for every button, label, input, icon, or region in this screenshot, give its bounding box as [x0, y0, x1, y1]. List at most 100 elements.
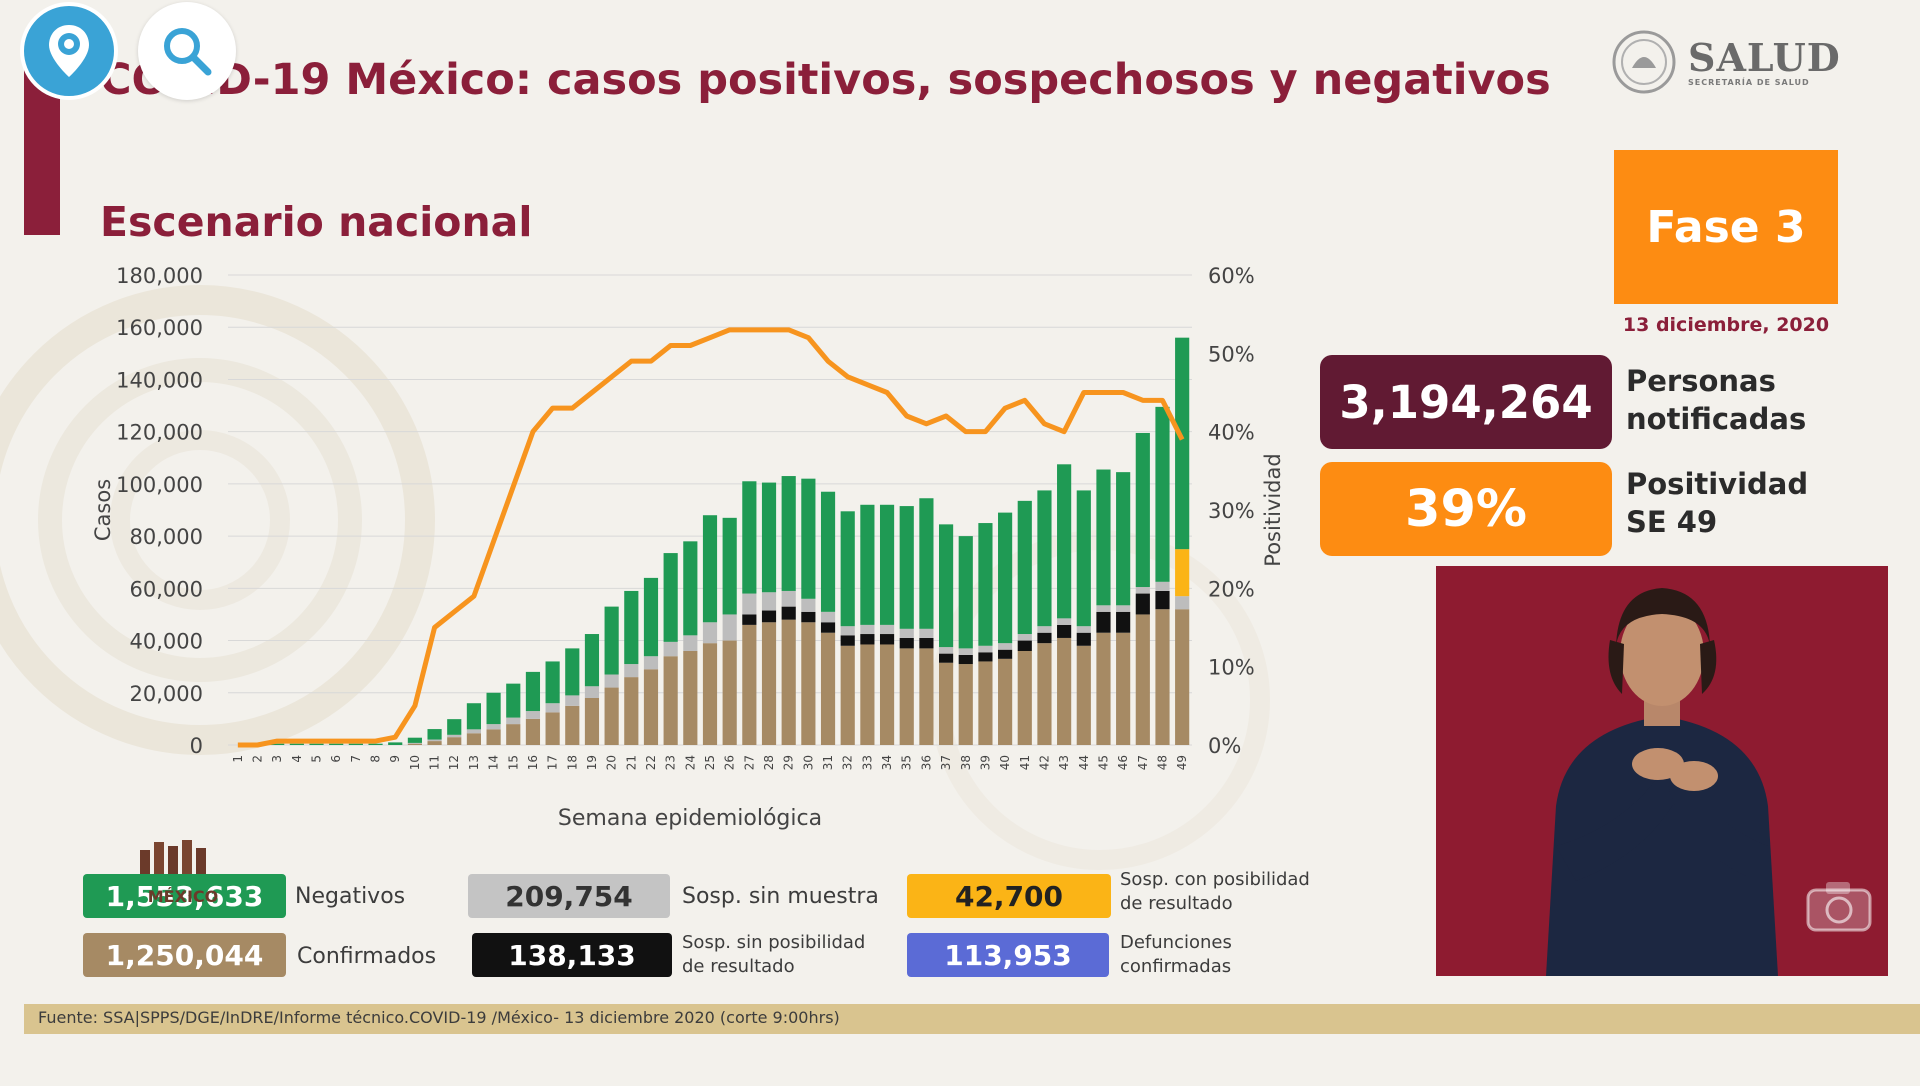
bar-segment [761, 622, 777, 745]
phase-date: 13 diciembre, 2020 [1622, 314, 1830, 336]
bar-segment [781, 606, 796, 620]
bar-segment [1175, 337, 1190, 550]
x-tick-label: 27 [742, 755, 756, 770]
bar-segment [584, 686, 600, 698]
y-tick-label: 140,000 [116, 368, 203, 392]
bar-segment [368, 743, 383, 745]
y-tick-label: 100,000 [116, 473, 203, 497]
y-axis-title: Casos [91, 479, 115, 541]
bar-segment [761, 610, 777, 623]
bar-segment [1017, 651, 1032, 745]
bar-segment [545, 661, 560, 704]
chart-subtitle: Escenario nacional [100, 198, 533, 246]
x-tick-label: 47 [1136, 755, 1150, 770]
bar-segment [1017, 634, 1032, 641]
y-tick-label: 180,000 [116, 264, 203, 288]
bar-segment [998, 512, 1013, 644]
x-tick-label: 14 [487, 755, 501, 770]
bar-segment [1037, 632, 1052, 644]
x-tick-label: 42 [1037, 755, 1051, 770]
bar-segment [978, 645, 993, 653]
bar-segment [1076, 626, 1091, 633]
bar-segment [1155, 609, 1170, 745]
y2-tick-label: 40% [1208, 421, 1255, 445]
bar-segment [781, 476, 796, 591]
mexico-heroes-icon: MÉXICO [140, 840, 218, 906]
bar-segment [938, 647, 954, 654]
bar-segment [1096, 611, 1111, 633]
bar-segment [879, 504, 895, 625]
bar-segment [702, 643, 718, 745]
bar-segment [584, 634, 600, 687]
bar-segment [683, 635, 698, 651]
x-tick-label: 33 [860, 755, 874, 770]
bar-segment [899, 637, 914, 649]
y-tick-label: 80,000 [130, 525, 203, 549]
x-tick-label: 10 [408, 755, 422, 770]
bar-segment [1175, 596, 1190, 610]
bar-segment [407, 737, 422, 743]
bar-segment [289, 743, 304, 745]
bar-segment [506, 717, 521, 725]
bar-segment [742, 614, 757, 625]
x-tick-label: 8 [369, 755, 383, 763]
bar-segment [1076, 632, 1091, 646]
bar-segment [407, 743, 422, 745]
bar-segment [1155, 590, 1170, 610]
phase-badge: Fase 3 [1614, 150, 1838, 304]
bar-segment [1037, 643, 1052, 745]
bar-segment [801, 598, 816, 612]
bar-segment [545, 703, 560, 713]
bar-segment [938, 524, 954, 648]
camera-icon [1806, 882, 1872, 932]
x-tick-label: 43 [1057, 755, 1071, 770]
y2-tick-label: 30% [1208, 499, 1255, 523]
bar-segment [919, 637, 934, 649]
bar-segment [722, 614, 737, 641]
x-tick-label: 6 [329, 755, 343, 763]
bar-segment [565, 695, 580, 706]
bar-segment [998, 649, 1013, 659]
x-tick-label: 38 [959, 755, 973, 770]
positivity-label: Positividad SE 49 [1626, 465, 1808, 541]
bar-segment [663, 553, 678, 642]
bar-segment [840, 635, 855, 646]
sosp-sin-muestra-label: Sosp. sin muestra [682, 884, 879, 909]
search-icon [164, 28, 212, 76]
camera-button[interactable] [1806, 880, 1872, 936]
x-tick-label: 41 [1018, 755, 1032, 770]
x-tick-label: 5 [310, 755, 324, 763]
bar-segment [624, 677, 639, 745]
x-axis-title: Semana epidemiológica [558, 806, 822, 831]
y2-tick-label: 10% [1208, 656, 1255, 680]
x-tick-label: 24 [683, 755, 697, 770]
x-tick-label: 32 [841, 755, 855, 770]
bar-segment [1096, 632, 1111, 745]
bar-segment [309, 743, 324, 745]
notified-label-line2: notificadas [1626, 402, 1807, 436]
bar-segment [1175, 609, 1190, 745]
bar-segment [348, 743, 363, 745]
y2-tick-label: 50% [1208, 342, 1255, 366]
bar-segment [938, 662, 954, 745]
bar-segment [820, 632, 836, 745]
bar-segment [584, 698, 600, 745]
search-button[interactable] [138, 2, 236, 100]
bar-segment [702, 515, 718, 623]
bar-segment [742, 624, 757, 745]
bar-segment [525, 711, 541, 719]
bar-segment [1116, 632, 1131, 745]
bar-segment [722, 517, 737, 615]
bar-segment [840, 626, 855, 636]
x-tick-label: 49 [1175, 755, 1189, 770]
x-tick-label: 9 [388, 755, 402, 763]
bar-segment [1135, 614, 1150, 745]
bar-segment [643, 656, 659, 670]
periscope-button[interactable] [20, 2, 118, 100]
bar-segment [1076, 645, 1091, 745]
negativos-label: Negativos [295, 884, 406, 909]
y-tick-label: 120,000 [116, 421, 203, 445]
bar-segment [663, 641, 678, 657]
bar-segment [761, 592, 777, 611]
bar-segment [1155, 581, 1170, 591]
